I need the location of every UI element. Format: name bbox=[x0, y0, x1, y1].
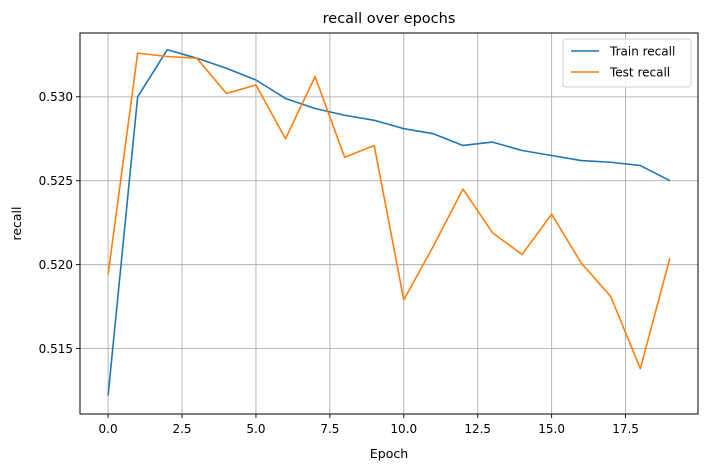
x-tick-label: 17.5 bbox=[612, 422, 639, 436]
y-tick-label: 0.520 bbox=[39, 258, 73, 272]
legend-label-train-recall: Train recall bbox=[609, 45, 675, 59]
x-tick-label: 0.0 bbox=[99, 422, 118, 436]
series-lines bbox=[107, 48, 671, 396]
x-tick-label: 10.0 bbox=[390, 422, 417, 436]
y-tick-label: 0.525 bbox=[39, 174, 73, 188]
y-tick-label: 0.530 bbox=[39, 90, 73, 104]
x-axis-label: Epoch bbox=[370, 446, 408, 461]
x-tick-label: 7.5 bbox=[320, 422, 339, 436]
x-tick-label: 15.0 bbox=[538, 422, 565, 436]
legend-label-test-recall: Test recall bbox=[609, 66, 670, 80]
chart-title: recall over epochs bbox=[323, 11, 456, 27]
y-axis-label: recall bbox=[9, 206, 24, 240]
y-tick-label: 0.515 bbox=[39, 342, 73, 356]
legend: Train recall Test recall bbox=[562, 38, 692, 88]
x-tick-label: 2.5 bbox=[172, 422, 191, 436]
axis-ticks: 0.0 2.5 5.0 7.5 10.0 12.5 15.0 17.5 0.515 0.520 0.… bbox=[39, 90, 639, 436]
x-tick-label: 12.5 bbox=[464, 422, 491, 436]
series-line-test-recall bbox=[107, 52, 671, 370]
x-tick-label: 5.0 bbox=[246, 422, 265, 436]
series-line-train-recall bbox=[107, 48, 671, 396]
plot-frame bbox=[79, 32, 699, 415]
grid-lines bbox=[80, 33, 698, 414]
